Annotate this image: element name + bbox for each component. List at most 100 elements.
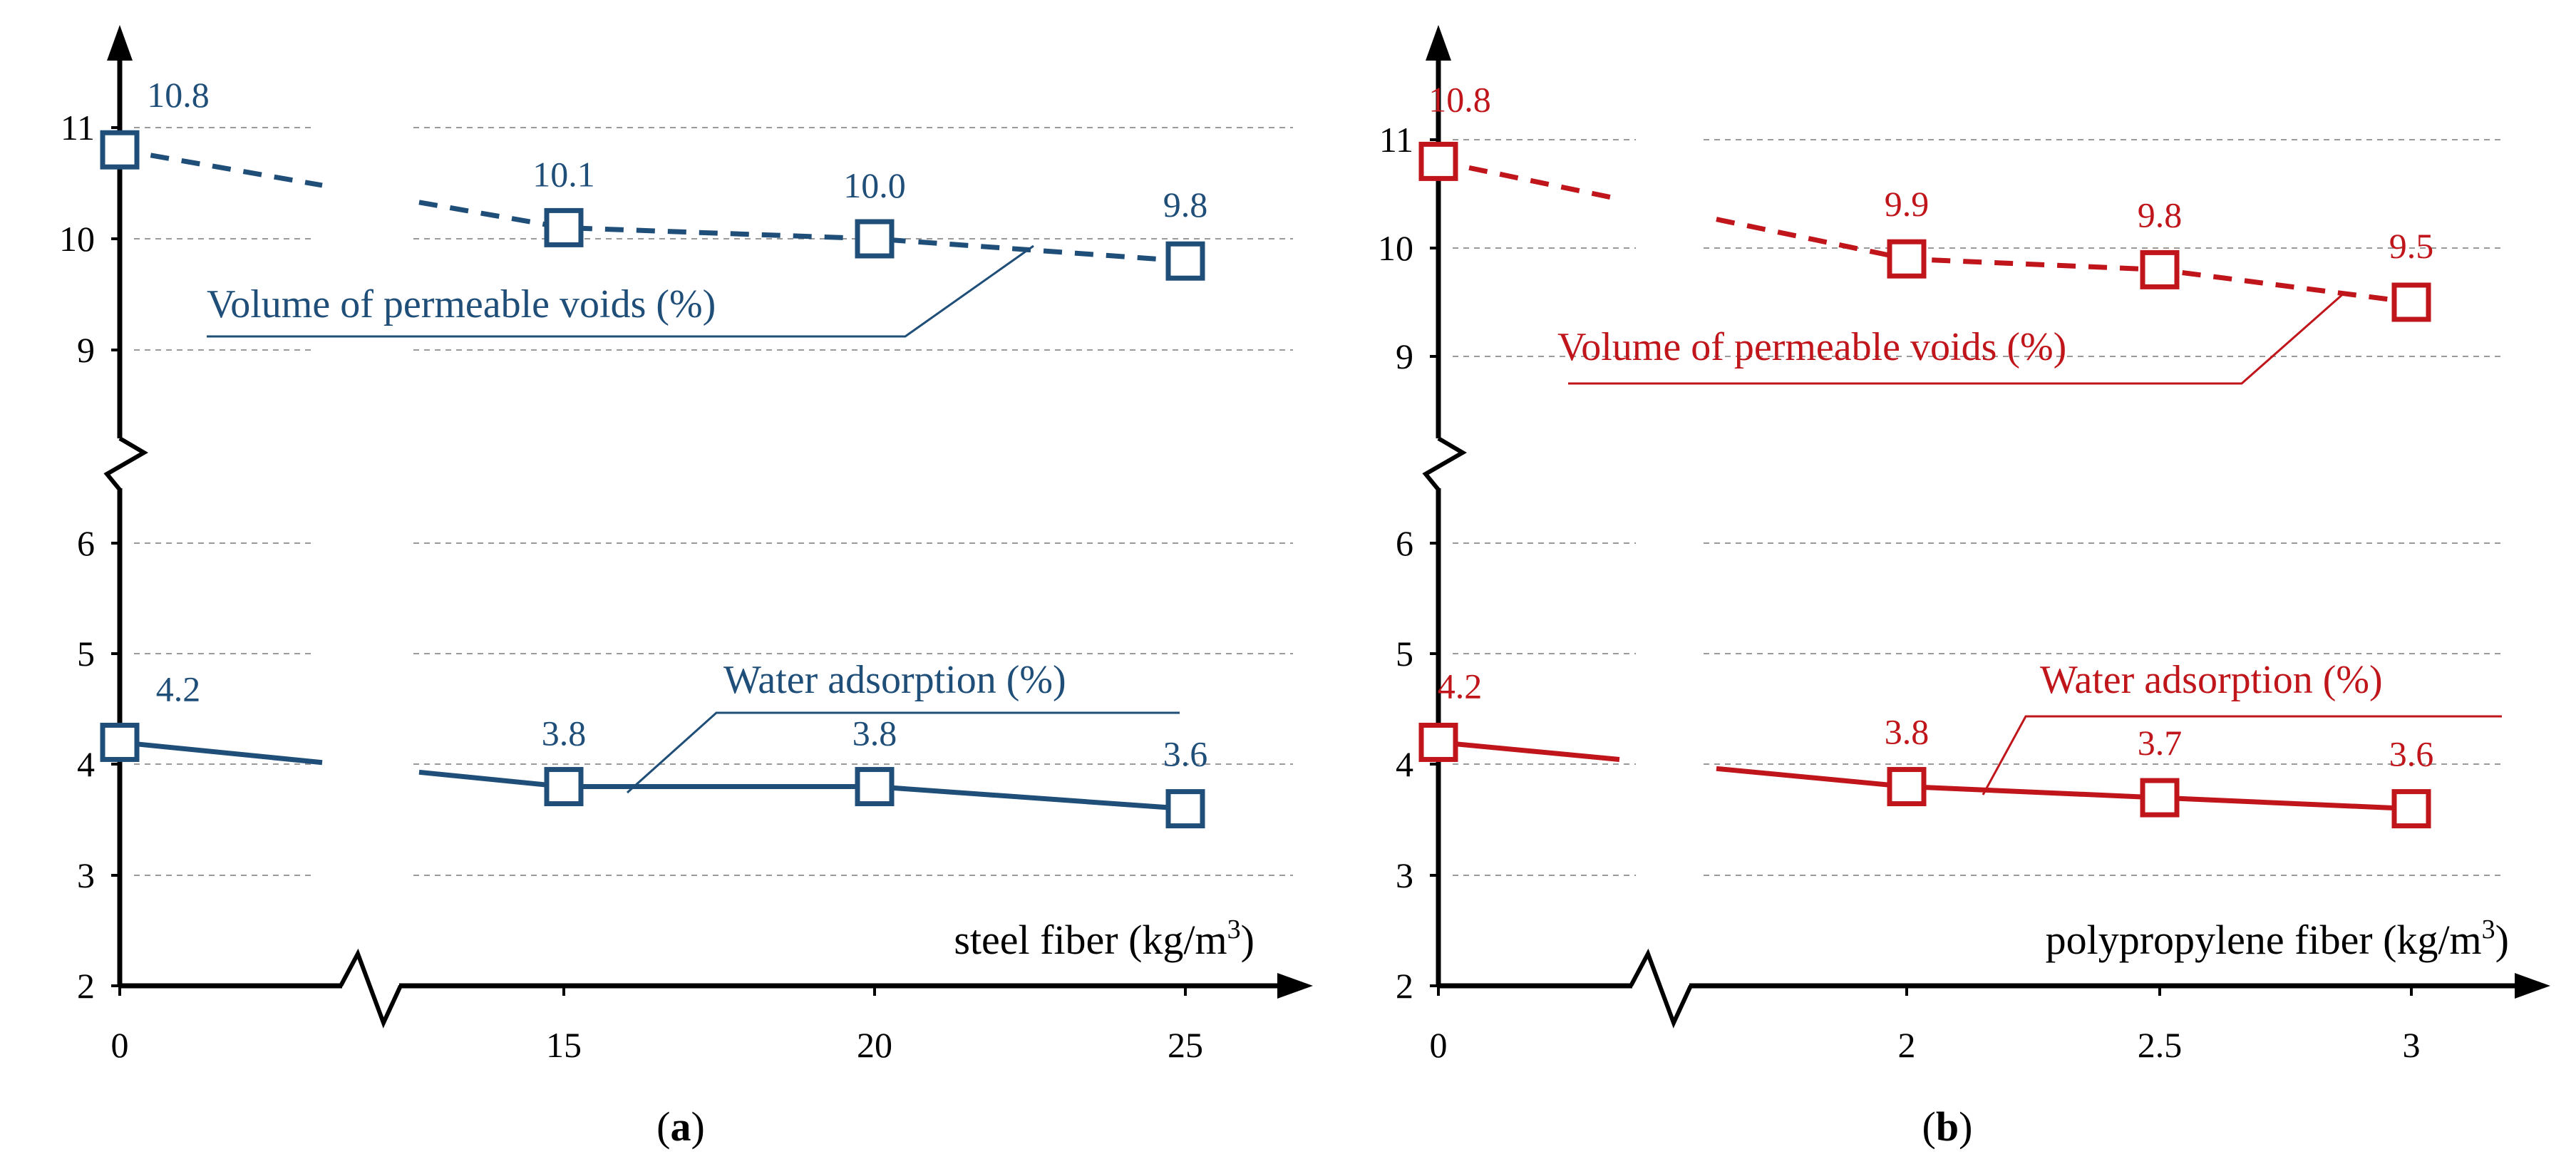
panel-caption: (a): [656, 1103, 705, 1150]
x-tick-label: 20: [857, 1025, 892, 1065]
data-label: 9.9: [1885, 184, 1930, 224]
data-marker: [100, 130, 140, 170]
data-label: 9.5: [2389, 226, 2434, 266]
y-axis-arrow: [1426, 25, 1451, 61]
y-tick-label: 9: [77, 330, 95, 370]
caption-close: ): [691, 1103, 705, 1150]
y-tick-label: 10: [1378, 228, 1413, 268]
series-volume-of-permeable-voids: 10.8 10.1 10.0 9.8 Volume of permeable voids…: [100, 75, 1208, 338]
data-marker: [855, 767, 895, 807]
data-marker: [544, 207, 584, 247]
y-tick-label: 10: [59, 219, 95, 259]
data-marker: [2140, 778, 2180, 818]
y-tick-label: 3: [77, 855, 95, 895]
series-line-segment: [119, 739, 323, 766]
data-label: 4.2: [1438, 666, 1483, 706]
data-marker: [2391, 282, 2431, 322]
series-leader-line: [1568, 291, 2346, 385]
y-tick-label: 6: [1396, 523, 1413, 563]
series-line-segment: [1438, 158, 1620, 202]
x-axis-title-superscript: 3: [1227, 915, 1241, 944]
series-leader-line: [626, 711, 1180, 794]
data-marker: [1165, 789, 1205, 829]
data-marker: [1165, 241, 1205, 281]
series-line-segment: [119, 147, 323, 188]
series-water-adsorption: 4.2 3.8 3.8 3.6 Water adsorption (%): [100, 658, 1208, 829]
x-axis-arrow: [2515, 973, 2550, 999]
data-label: 10.0: [843, 165, 906, 205]
caption-close: ): [1959, 1103, 1972, 1150]
series-line: [1716, 217, 2412, 305]
data-label: 10.1: [532, 154, 595, 194]
data-label: 10.8: [147, 75, 210, 115]
y-tick-label: 11: [61, 108, 95, 148]
x-axis-title: polypropylene fiber (kg/m3): [2046, 915, 2509, 963]
x-axis-break-mark: [1629, 948, 1693, 1029]
x-axis-title-close: ): [2495, 917, 2509, 963]
caption-open: (: [1922, 1103, 1936, 1150]
x-axis-title-superscript: 3: [2482, 915, 2495, 944]
x-axis-title-close: ): [1241, 917, 1254, 963]
data-marker: [2140, 249, 2180, 289]
data-label: 9.8: [1163, 185, 1208, 225]
y-tick-label: 6: [77, 523, 95, 563]
data-marker: [1418, 141, 1458, 181]
x-axis-title: steel fiber (kg/m3): [954, 915, 1254, 963]
data-label: 3.7: [2138, 723, 2183, 763]
series-line: [418, 200, 1186, 264]
series-leader-line: [207, 244, 1034, 338]
x-tick-label: 2.5: [2138, 1025, 2183, 1065]
series-line: [1716, 766, 2412, 812]
y-axis-break-mark: [1422, 436, 1467, 491]
y-tick-label: 5: [77, 634, 95, 674]
series-volume-of-permeable-voids: 10.8 9.9 9.8 9.5 Volume of permeable voids (…: [1418, 79, 2434, 385]
data-label: 3.6: [2389, 734, 2434, 774]
data-label: 10.8: [1428, 79, 1491, 119]
y-tick-label: 4: [77, 744, 95, 784]
series-leader-line: [1982, 715, 2502, 795]
data-label: 3.8: [542, 714, 587, 753]
data-marker: [1418, 722, 1458, 762]
y-tick-label: 2: [77, 966, 95, 1006]
y-tick-label: 3: [1396, 855, 1413, 895]
caption-letter: a: [671, 1103, 691, 1150]
series-name-label: Volume of permeable voids (%): [207, 282, 716, 326]
y-tick-label: 9: [1396, 336, 1413, 376]
x-axis-break-mark: [339, 948, 403, 1029]
caption-letter: b: [1936, 1103, 1959, 1150]
data-marker: [1887, 239, 1927, 279]
x-tick-label: 3: [2403, 1025, 2421, 1065]
data-marker: [855, 219, 895, 259]
x-axis-title-text: steel fiber (kg/m: [954, 917, 1227, 963]
series-name-label: Water adsorption (%): [2040, 658, 2383, 702]
data-label: 3.8: [852, 714, 897, 753]
series-name-label: Water adsorption (%): [723, 658, 1066, 702]
x-axis-arrow: [1277, 973, 1313, 999]
panel-caption: (b): [1922, 1103, 1973, 1150]
x-tick-label: 0: [111, 1025, 129, 1065]
x-tick-label: 0: [1430, 1025, 1448, 1065]
x-axis-title-text: polypropylene fiber (kg/m: [2046, 917, 2482, 963]
data-label: 9.8: [2138, 195, 2183, 235]
y-axis-arrow: [107, 25, 133, 61]
data-marker: [544, 767, 584, 807]
y-axis-break-mark: [103, 436, 148, 491]
gridlines: [134, 127, 1293, 876]
x-tick-label: 2: [1898, 1025, 1916, 1065]
data-label: 3.6: [1163, 734, 1208, 774]
caption-open: (: [656, 1103, 670, 1150]
data-label: 3.8: [1885, 712, 1930, 752]
x-tick-label: 25: [1168, 1025, 1203, 1065]
series-line-segment: [1438, 739, 1620, 762]
data-marker: [2391, 789, 2431, 829]
data-marker: [100, 722, 140, 762]
y-tick-label: 5: [1396, 634, 1413, 674]
gridlines: [1453, 139, 2502, 876]
y-tick-label: 11: [1379, 120, 1413, 160]
series-name-label: Volume of permeable voids (%): [1557, 325, 2066, 369]
data-marker: [1887, 767, 1927, 807]
